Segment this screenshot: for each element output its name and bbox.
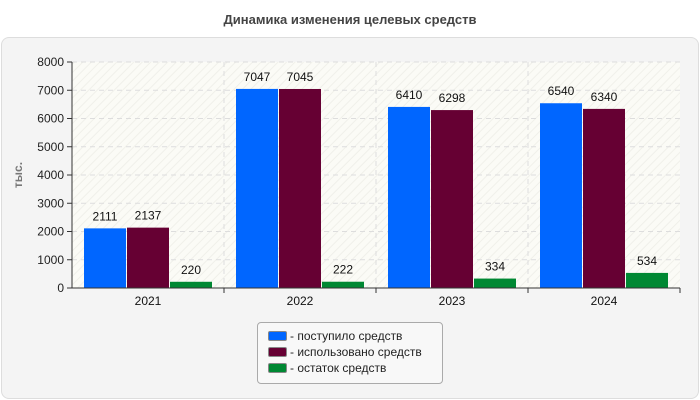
- legend-label: - поступило средств: [290, 329, 403, 343]
- data-label: 6540: [548, 84, 575, 98]
- data-label: 7047: [244, 70, 271, 84]
- bar: [626, 272, 668, 288]
- legend-item: - поступило средств: [268, 328, 442, 344]
- bar: [322, 281, 364, 288]
- y-tick-label: 8000: [37, 55, 64, 69]
- y-tick-label: 2000: [37, 225, 64, 239]
- legend-label: - использовано средств: [290, 345, 422, 359]
- x-tick-label: 2024: [591, 294, 618, 308]
- y-axis-label: тыс.: [11, 162, 25, 188]
- bar: [127, 227, 169, 288]
- bar: [279, 88, 321, 288]
- data-label: 2111: [93, 209, 118, 223]
- x-tick-label: 2022: [287, 294, 314, 308]
- bar: [84, 228, 126, 288]
- x-tick-label: 2021: [135, 294, 162, 308]
- legend-label: - остаток средств: [290, 361, 387, 375]
- data-label: 6340: [591, 90, 618, 104]
- data-label: 6298: [439, 91, 466, 105]
- legend-item: - остаток средств: [268, 360, 442, 376]
- chart-title: Динамика изменения целевых средств: [223, 12, 477, 27]
- legend: - поступило средств - использовано средс…: [257, 322, 443, 384]
- legend-swatch: [268, 347, 287, 357]
- y-tick-label: 7000: [37, 83, 64, 97]
- bar: [431, 110, 473, 288]
- data-label: 7045: [287, 70, 314, 84]
- bar: [236, 88, 278, 289]
- data-label: 534: [637, 254, 657, 268]
- legend-swatch: [268, 331, 287, 341]
- y-tick-label: 6000: [37, 112, 64, 126]
- data-label: 6410: [396, 88, 423, 102]
- data-label: 2137: [135, 209, 162, 223]
- y-tick-label: 5000: [37, 140, 64, 154]
- data-label: 334: [485, 260, 505, 274]
- bar: [583, 108, 625, 289]
- data-label: 220: [181, 263, 201, 277]
- bar: [170, 281, 212, 288]
- y-tick-label: 3000: [37, 196, 64, 210]
- y-tick-label: 0: [57, 281, 64, 295]
- bar: [474, 278, 516, 288]
- y-tick-label: 1000: [37, 253, 64, 267]
- legend-swatch: [268, 363, 287, 373]
- bar: [388, 106, 430, 288]
- y-tick-label: 4000: [37, 168, 64, 182]
- data-label: 222: [333, 263, 353, 277]
- x-tick-label: 2023: [439, 294, 466, 308]
- bar: [540, 103, 582, 289]
- legend-item: - использовано средств: [268, 344, 442, 360]
